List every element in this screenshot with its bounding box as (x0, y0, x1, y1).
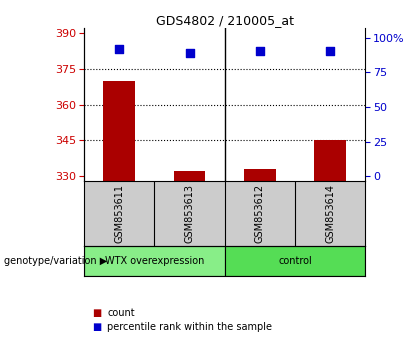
Text: GSM853611: GSM853611 (114, 184, 124, 243)
Text: GSM853614: GSM853614 (325, 184, 335, 243)
Text: percentile rank within the sample: percentile rank within the sample (107, 322, 272, 332)
Point (327, 48, 333, 54)
Point (186, 50, 193, 56)
Point (116, 46, 123, 51)
Bar (84, 246, 225, 276)
Text: WTX overexpression: WTX overexpression (105, 256, 204, 266)
Title: GDS4802 / 210005_at: GDS4802 / 210005_at (156, 14, 294, 27)
Text: ■: ■ (92, 322, 102, 332)
Bar (225, 246, 365, 276)
Point (257, 48, 263, 54)
Text: genotype/variation ▶: genotype/variation ▶ (4, 256, 108, 266)
Bar (174, 171, 205, 181)
Bar (244, 169, 276, 181)
Text: control: control (278, 256, 312, 266)
Bar (103, 81, 135, 181)
Text: ■: ■ (92, 308, 102, 318)
Text: count: count (107, 308, 135, 318)
Text: GSM853612: GSM853612 (255, 184, 265, 243)
Text: GSM853613: GSM853613 (184, 184, 194, 243)
Bar (315, 140, 346, 181)
